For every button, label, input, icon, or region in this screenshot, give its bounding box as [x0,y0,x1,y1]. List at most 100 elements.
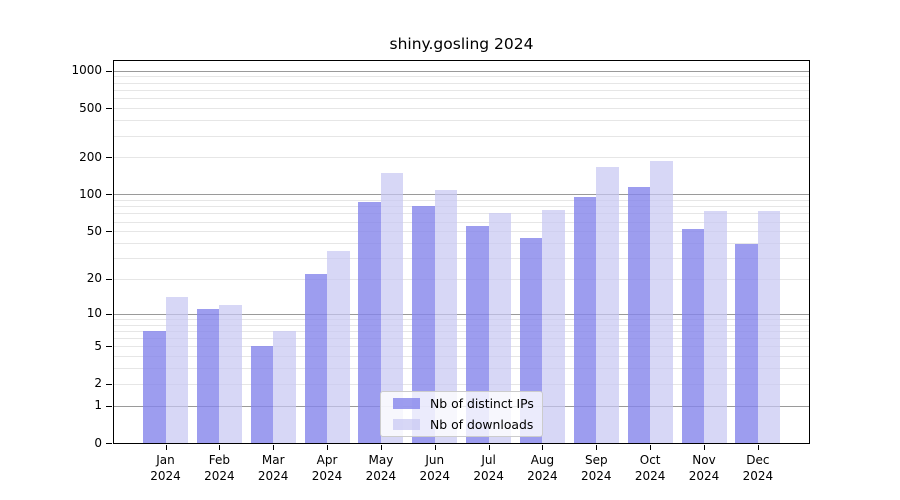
minor-gridline [114,330,809,332]
y-tick-label: 20 [86,271,102,286]
minor-gridline [114,221,809,223]
minor-gridline [114,338,809,340]
major-gridline [114,70,809,72]
x-tick [488,445,490,450]
minor-gridline [114,76,809,78]
legend-item-distinct-ips: Nb of distinct IPs [389,394,534,413]
minor-gridline [114,90,809,91]
legend-item-downloads: Nb of downloads [389,415,534,434]
x-tick-label: Sep 2024 [581,453,612,483]
plot-area [113,60,810,444]
y-tick-label: 50 [86,223,102,238]
y-tick [106,194,112,196]
legend-label-downloads: Nb of downloads [430,417,534,432]
x-tick-label: Mar 2024 [257,453,289,483]
minor-gridline [114,120,809,122]
minor-gridline [114,108,809,110]
bar-downloads-sep [596,166,619,443]
x-tick [434,445,436,450]
minor-gridline [114,242,809,244]
bar-downloads-dec [757,211,781,443]
x-tick [542,445,544,450]
y-tick-label: 100 [79,186,102,201]
x-tick [757,445,759,450]
x-tick [219,445,221,450]
bar-distinct-ips-nov [681,229,704,443]
minor-gridline [114,368,809,370]
y-tick [106,157,112,159]
minor-gridline [114,278,809,280]
minor-gridline [114,318,809,320]
x-tick-label: Nov 2024 [688,453,720,483]
y-tick-label: 0 [94,435,102,450]
x-tick-label: Jan 2024 [150,453,181,483]
y-tick [106,443,112,444]
y-tick [106,70,112,72]
bar-distinct-ips-dec [735,244,758,443]
minor-gridline [114,231,809,233]
x-tick-label: May 2024 [365,453,397,483]
x-tick-label: Jun 2024 [419,453,451,483]
bar-downloads-jan [165,297,188,443]
bar-distinct-ips-jan [143,330,166,443]
minor-gridline [114,157,809,159]
legend-label-distinct-ips: Nb of distinct IPs [430,396,534,411]
y-tick [106,383,112,385]
bar-downloads-aug [542,209,565,443]
minor-gridline [114,135,809,137]
minor-gridline [114,98,809,100]
minor-gridline [114,383,809,385]
legend: Nb of distinct IPs Nb of downloads [380,391,543,437]
minor-gridline [114,324,809,326]
bar-distinct-ips-mar [250,346,274,443]
bar-distinct-ips-feb [196,309,220,443]
y-tick-label: 5 [94,338,102,353]
y-tick-label: 10 [86,306,102,321]
major-gridline [114,313,809,315]
major-gridline [114,194,809,196]
y-tick [106,405,112,407]
minor-gridline [114,82,809,84]
x-tick [327,445,329,450]
x-tick-label: Oct 2024 [634,453,666,483]
x-tick [273,445,275,450]
y-tick [106,313,112,315]
bar-downloads-oct [650,161,673,443]
minor-gridline [114,199,809,201]
x-tick [650,445,652,450]
y-tick-label: 1000 [71,63,102,78]
x-tick [704,445,705,450]
bar-downloads-nov [704,211,727,443]
x-tick-label: Apr 2024 [311,453,343,483]
y-tick [106,231,112,233]
bar-downloads-may [380,173,404,443]
x-tick-label: Aug 2024 [527,453,558,483]
bar-downloads-jun [434,190,458,443]
x-tick [596,445,598,450]
minor-gridline [114,213,809,215]
bar-distinct-ips-apr [304,274,328,443]
y-tick-label: 2 [94,376,102,391]
minor-gridline [114,356,809,358]
chart-title: shiny.gosling 2024 [389,35,534,53]
x-tick [165,445,167,450]
bar-downloads-jul [488,213,512,443]
bar-distinct-ips-may [358,201,381,443]
bar-distinct-ips-jun [412,206,435,443]
x-tick-label: Jul 2024 [473,453,504,483]
minor-gridline [114,258,809,259]
minor-gridline [114,206,809,208]
y-tick [106,278,112,280]
y-tick-label: 200 [79,149,102,164]
y-tick [106,108,112,110]
x-tick-label: Feb 2024 [204,453,235,483]
legend-swatch-downloads [393,419,420,430]
bar-downloads-apr [327,251,350,443]
bar-downloads-mar [273,330,296,443]
y-tick-label: 1 [94,398,102,413]
bar-distinct-ips-oct [627,186,651,443]
bar-downloads-feb [219,304,242,443]
x-tick [380,445,382,450]
x-tick-label: Dec 2024 [742,453,774,483]
